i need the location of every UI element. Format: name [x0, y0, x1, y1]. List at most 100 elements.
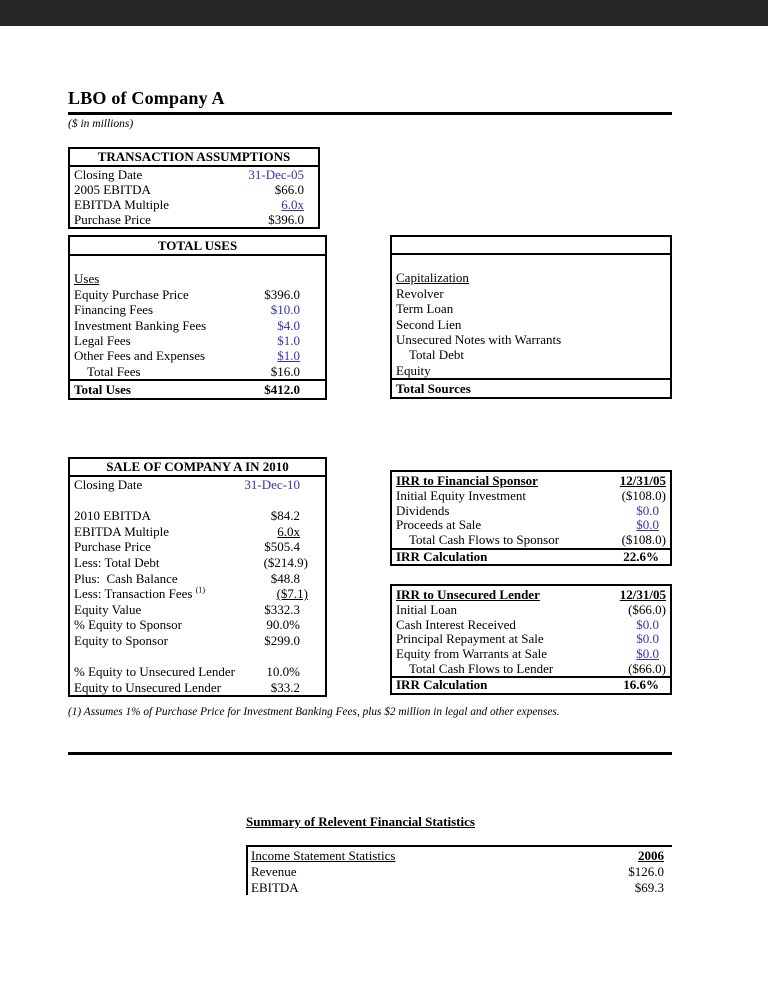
cell-value[interactable]: $48.8: [270, 570, 300, 586]
cell-value[interactable]: 10.0%: [266, 664, 300, 680]
footnote-reference: (1): [195, 585, 206, 595]
cell-value[interactable]: $396.0: [264, 286, 300, 302]
cell-value[interactable]: $4.0: [277, 317, 300, 333]
spacer-row: [70, 256, 325, 271]
table-row: Second Lien: [392, 317, 670, 332]
row-label: Cash Interest Received: [396, 616, 516, 632]
cell-value[interactable]: $33.2: [270, 679, 300, 695]
row-label: Principal Repayment at Sale: [396, 631, 544, 647]
table-row: Purchase Price $396.0: [70, 212, 318, 227]
cell-value[interactable]: $66.0: [274, 182, 304, 197]
cell-value[interactable]: $0.0: [636, 502, 659, 518]
row-label: Total Sources: [396, 381, 471, 397]
row-label: Purchase Price: [74, 539, 151, 555]
row-label: Less: Transaction Fees (1): [74, 585, 206, 602]
table-row: 2005 EBITDA $66.0: [70, 182, 318, 197]
row-label: Closing Date: [74, 477, 143, 492]
year-header: 2006: [638, 848, 664, 863]
cell-value[interactable]: ($214.9): [263, 554, 308, 570]
cell-value[interactable]: $396.0: [268, 212, 304, 227]
row-label: Equity to Sponsor: [74, 632, 168, 648]
date-header: 12/31/05: [619, 587, 666, 602]
table-row: Total Cash Flows to Sponsor ($108.0): [392, 532, 670, 548]
footnote: (1) Assumes 1% of Purchase Price for Inv…: [68, 706, 560, 718]
cell-value[interactable]: 22.6%: [623, 548, 659, 564]
cell-value[interactable]: $10.0: [270, 302, 300, 318]
cell-value[interactable]: ($108.0): [621, 488, 666, 503]
row-label: Initial Equity Investment: [396, 488, 526, 503]
top-bar: [0, 0, 768, 26]
row-label: Other Fees and Expenses: [74, 348, 206, 364]
cell-value[interactable]: 31-Dec-05: [248, 167, 304, 182]
cell-value[interactable]: $332.3: [264, 601, 300, 617]
cell-value[interactable]: 90.0%: [266, 617, 300, 633]
cell-value[interactable]: 6.0x: [281, 197, 304, 212]
spacer-row: [70, 493, 325, 509]
table-row: Less: Total Debt ($214.9): [70, 555, 325, 571]
date-header: 12/31/05: [619, 473, 666, 488]
row-label: Unsecured Notes with Warrants: [396, 331, 562, 347]
table-row: Term Loan: [392, 301, 670, 316]
cell-value[interactable]: ($7.1): [276, 586, 308, 602]
cell-value[interactable]: $412.0: [264, 382, 300, 398]
cell-value[interactable]: ($108.0): [621, 532, 666, 548]
cell-value[interactable]: $299.0: [264, 632, 300, 648]
cell-value[interactable]: $0.0: [636, 646, 659, 662]
row-label: Equity Value: [74, 601, 142, 617]
table-row: Equity from Warrants at Sale $0.0: [392, 646, 670, 662]
row-label: Second Lien: [396, 316, 462, 332]
table-row: Unsecured Notes with Warrants: [392, 332, 670, 347]
table-title: IRR to Financial Sponsor: [396, 473, 538, 488]
cell-value[interactable]: 6.0x: [277, 523, 300, 539]
cell-value[interactable]: ($66.0): [628, 660, 666, 676]
row-label: IRR Calculation: [396, 677, 488, 693]
row-label: EBITDA Multiple: [74, 197, 169, 212]
cell-value[interactable]: $0.0: [636, 631, 659, 647]
row-label: Total Cash Flows to Lender: [409, 660, 554, 676]
table-row: Revolver: [392, 286, 670, 301]
row-label: EBITDA Multiple: [74, 523, 169, 539]
cell-value[interactable]: $84.2: [270, 508, 300, 524]
cell-value[interactable]: 31-Dec-10: [244, 477, 300, 492]
cell-value[interactable]: 16.6%: [623, 677, 659, 693]
transaction-assumptions-table: TRANSACTION ASSUMPTIONS Closing Date 31-…: [68, 147, 320, 229]
row-label: Total Debt: [409, 347, 465, 363]
summary-heading: Summary of Relevent Financial Statistics: [246, 814, 475, 829]
row-label: Revenue: [251, 864, 297, 879]
cell-value[interactable]: $1.0: [277, 332, 300, 348]
cell-value[interactable]: $505.4: [264, 539, 300, 555]
cell-value[interactable]: $0.0: [636, 517, 659, 533]
row-label: Equity Purchase Price: [74, 286, 189, 302]
cell-value[interactable]: $0.0: [636, 616, 659, 632]
total-sources-table: Capitalization Revolver Term Loan Second…: [390, 235, 672, 400]
spacer-row: [392, 255, 670, 270]
income-statement-table: Income Statement Statistics 2006 Revenue…: [246, 845, 672, 895]
table-row: Equity: [392, 363, 670, 378]
row-label: Initial Loan: [396, 602, 458, 617]
cell-value[interactable]: $16.0: [270, 363, 300, 379]
row-label: Revolver: [396, 285, 444, 301]
table-row: Total Fees $16.0: [70, 364, 325, 379]
table-row: Equity Purchase Price $396.0: [70, 287, 325, 302]
row-label: EBITDA: [251, 879, 299, 895]
row-label: Equity from Warrants at Sale: [396, 646, 548, 662]
table-row: Closing Date 31-Dec-10: [70, 477, 325, 493]
table-row: Equity Value $332.3: [70, 602, 325, 618]
table-row: % Equity to Sponsor 90.0%: [70, 617, 325, 633]
table-header-row: IRR to Financial Sponsor 12/31/05: [392, 472, 670, 489]
table-row: % Equity to Unsecured Lender 10.0%: [70, 664, 325, 680]
cell-value[interactable]: ($66.0): [628, 602, 666, 617]
row-label: % Equity to Sponsor: [74, 617, 182, 633]
row-label: Closing Date: [74, 167, 143, 182]
row-label: Equity: [396, 362, 431, 378]
page-title: LBO of Company A: [68, 88, 225, 108]
table-row: Total Cash Flows to Lender ($66.0): [392, 660, 670, 677]
row-label: Total Fees: [87, 363, 141, 379]
cell-value[interactable]: $1.0: [277, 348, 300, 364]
total-uses-table: TOTAL USES Uses Equity Purchase Price $3…: [68, 235, 327, 401]
section-label: Uses: [74, 271, 100, 287]
table-row: Initial Equity Investment ($108.0): [392, 488, 670, 504]
cell-value[interactable]: $126.0: [628, 864, 664, 879]
table-row: Initial Loan ($66.0): [392, 602, 670, 618]
cell-value[interactable]: $69.3: [634, 879, 664, 895]
